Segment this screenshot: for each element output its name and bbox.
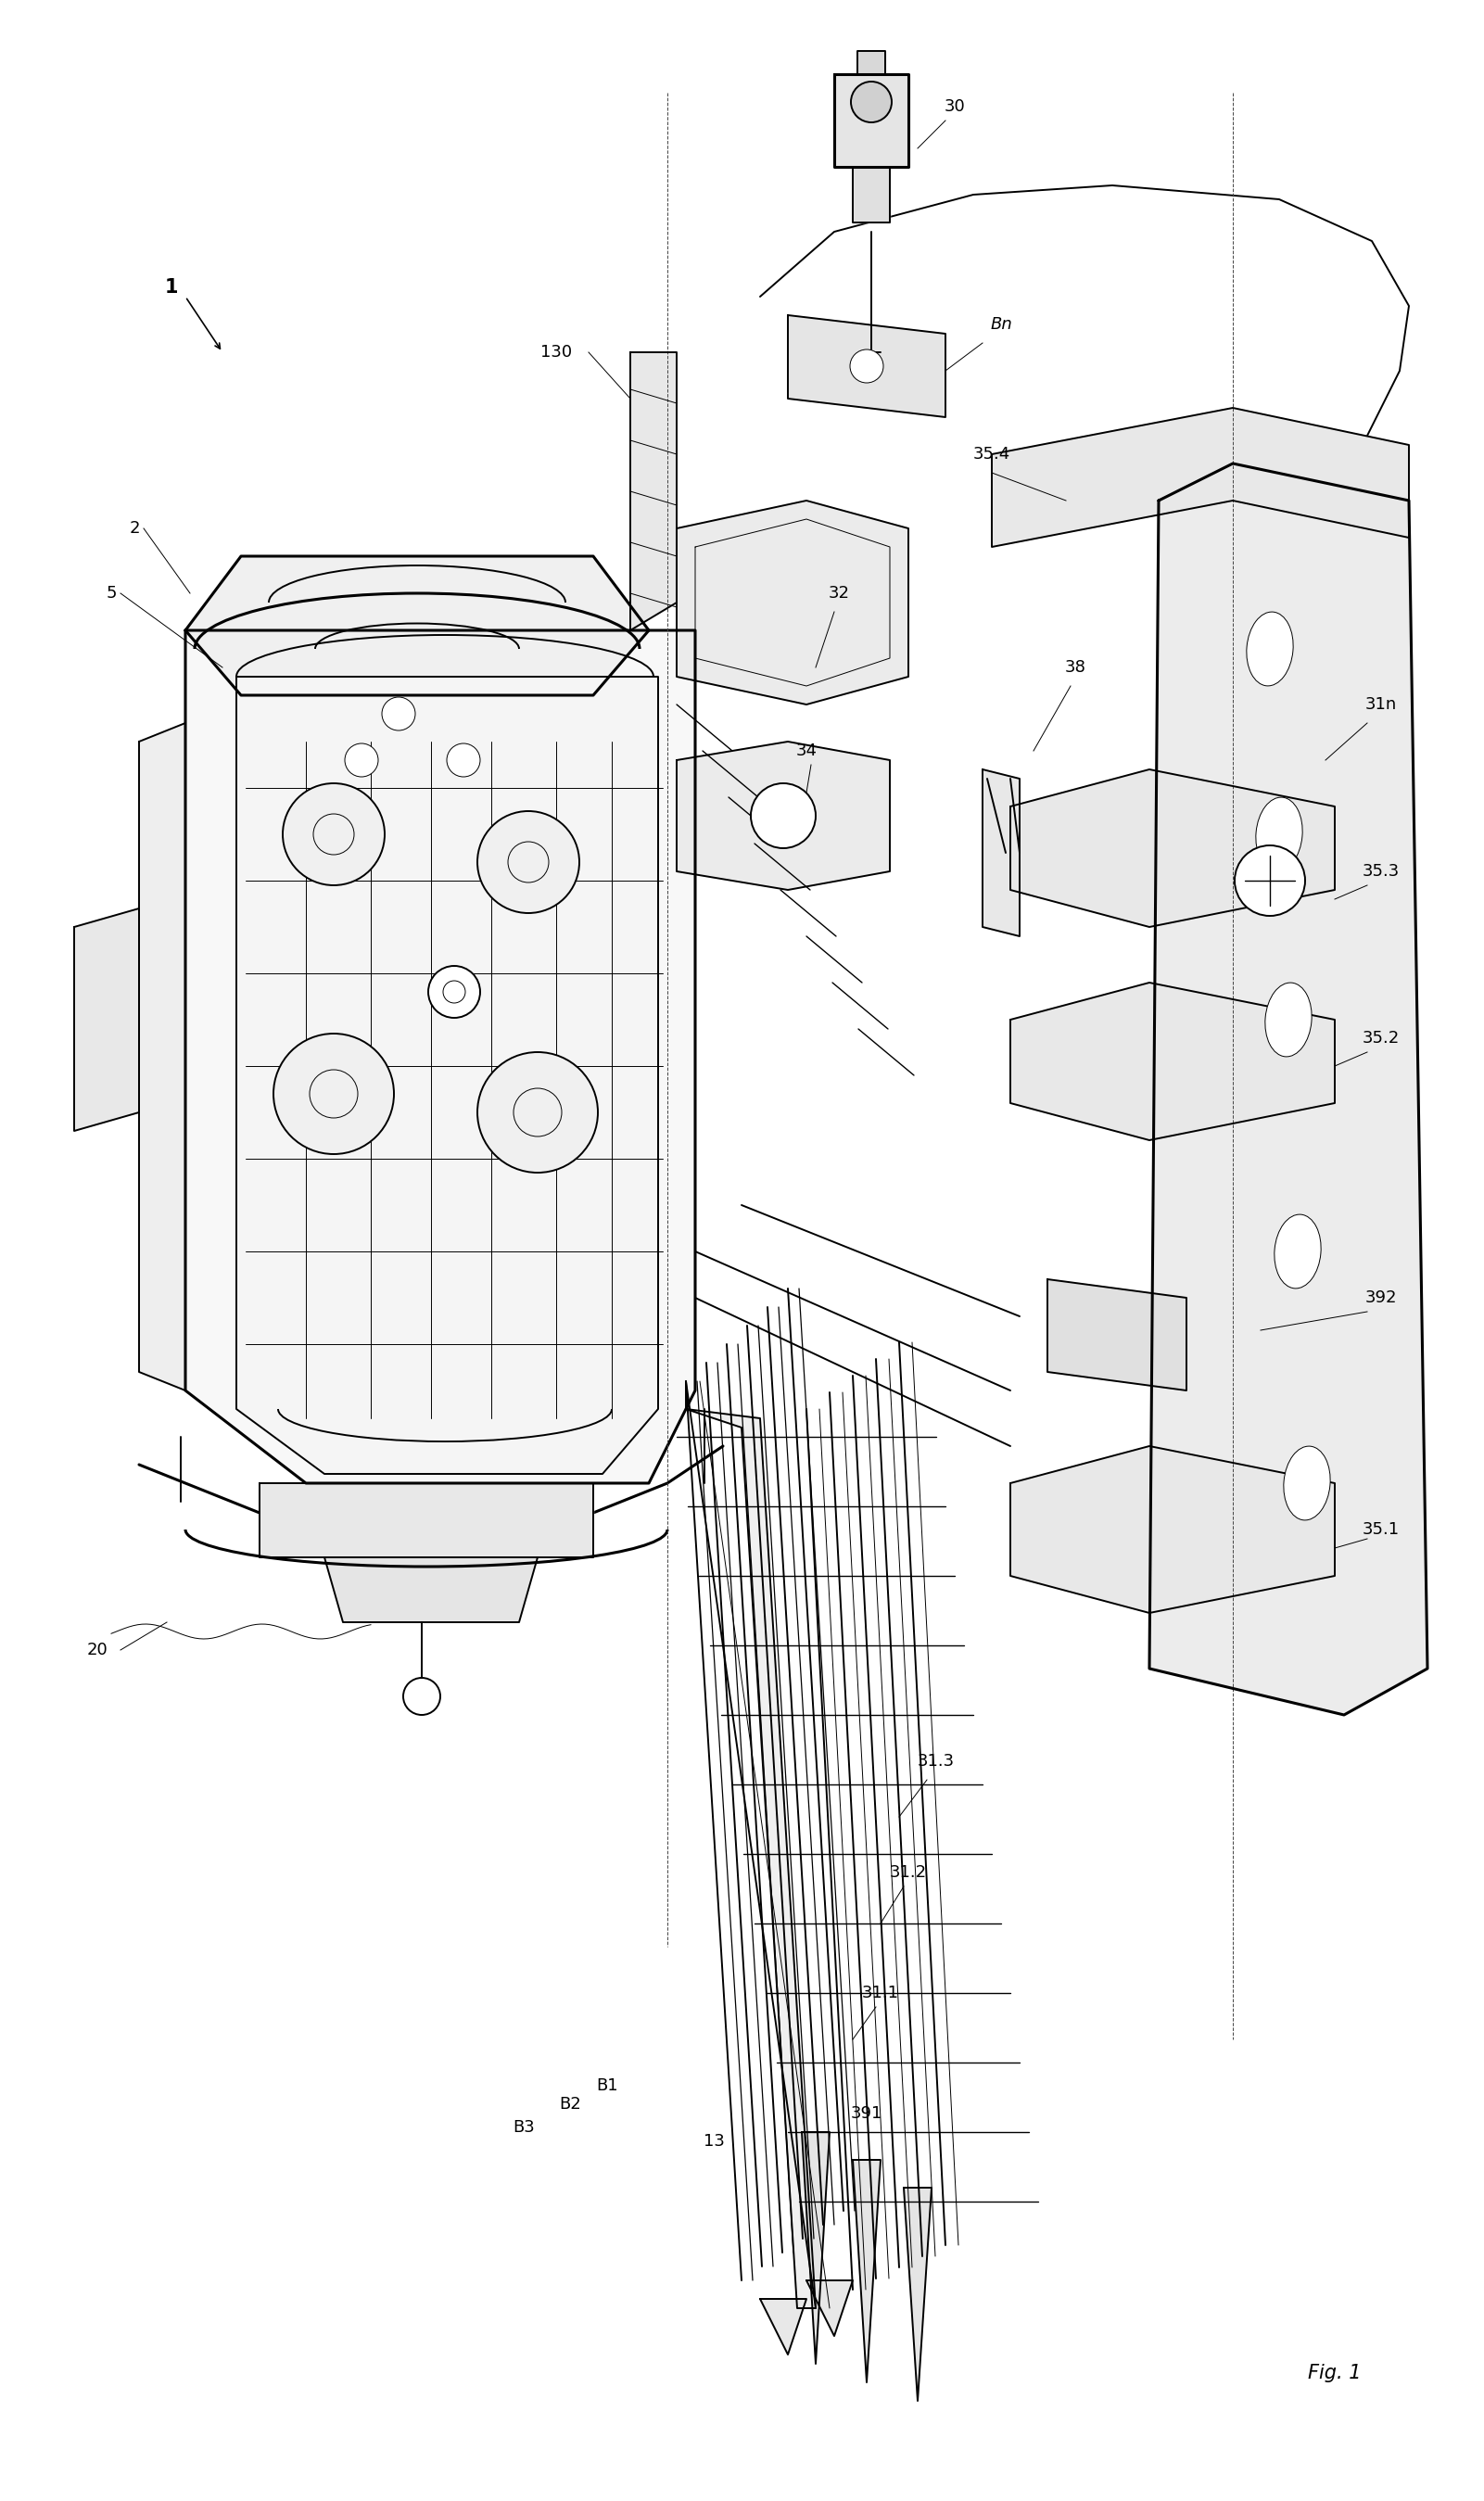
Text: Fig. 1: Fig. 1 (1307, 2363, 1361, 2383)
Polygon shape (853, 168, 890, 223)
Polygon shape (260, 1483, 594, 1558)
Circle shape (751, 783, 816, 848)
Polygon shape (677, 743, 890, 890)
Polygon shape (236, 678, 657, 1473)
Ellipse shape (1255, 798, 1303, 870)
Text: 35.2: 35.2 (1362, 1030, 1399, 1045)
Text: 31.1: 31.1 (862, 1986, 899, 2001)
Circle shape (850, 83, 892, 123)
Text: 392: 392 (1365, 1291, 1396, 1306)
Circle shape (273, 1033, 393, 1153)
Polygon shape (139, 723, 186, 1391)
Ellipse shape (1264, 983, 1312, 1058)
Polygon shape (677, 500, 908, 705)
Polygon shape (186, 555, 649, 695)
Ellipse shape (1247, 613, 1293, 685)
Text: 31.3: 31.3 (917, 1753, 954, 1771)
Ellipse shape (1275, 1215, 1321, 1288)
Polygon shape (788, 315, 945, 418)
Circle shape (404, 1678, 441, 1716)
Circle shape (429, 965, 481, 1018)
Polygon shape (1011, 770, 1334, 928)
Circle shape (447, 743, 481, 778)
Text: 31n: 31n (1365, 695, 1396, 713)
Polygon shape (1048, 1278, 1187, 1391)
Circle shape (478, 1053, 598, 1173)
Text: 30: 30 (944, 98, 965, 115)
Polygon shape (834, 75, 908, 168)
Text: B3: B3 (512, 2118, 534, 2136)
Circle shape (1235, 845, 1304, 915)
Circle shape (381, 698, 416, 730)
Text: B1: B1 (597, 2078, 617, 2093)
Text: 32: 32 (828, 585, 849, 603)
Polygon shape (853, 2161, 880, 2383)
Polygon shape (1011, 1446, 1334, 1613)
Text: B2: B2 (559, 2096, 582, 2113)
Polygon shape (904, 2188, 932, 2401)
Text: 35.1: 35.1 (1362, 1521, 1399, 1538)
Polygon shape (801, 2131, 830, 2363)
Text: Bn: Bn (990, 315, 1012, 333)
Polygon shape (186, 630, 695, 1483)
Polygon shape (858, 50, 886, 75)
Polygon shape (982, 770, 1020, 935)
Text: 31.2: 31.2 (890, 1863, 928, 1881)
Ellipse shape (1284, 1446, 1330, 1521)
Polygon shape (631, 353, 677, 630)
Polygon shape (325, 1558, 537, 1623)
Polygon shape (686, 1381, 816, 2308)
Text: 34: 34 (795, 743, 818, 760)
Text: 391: 391 (850, 2106, 883, 2121)
Circle shape (850, 350, 883, 383)
Polygon shape (991, 408, 1408, 548)
Circle shape (344, 743, 378, 778)
Text: 5: 5 (105, 585, 117, 603)
Text: 20: 20 (86, 1641, 108, 1658)
Polygon shape (1011, 983, 1334, 1140)
Text: 2: 2 (129, 520, 139, 538)
Text: 13: 13 (703, 2133, 724, 2151)
Text: 35.3: 35.3 (1362, 863, 1399, 880)
Text: 130: 130 (540, 345, 571, 360)
Circle shape (283, 783, 384, 885)
Polygon shape (74, 908, 139, 1130)
Text: 35.4: 35.4 (974, 445, 1011, 463)
Circle shape (478, 810, 579, 913)
Text: 38: 38 (1064, 660, 1086, 675)
Polygon shape (760, 2298, 806, 2353)
Polygon shape (1150, 463, 1428, 1716)
Polygon shape (806, 2281, 853, 2336)
Text: 1: 1 (165, 278, 178, 298)
